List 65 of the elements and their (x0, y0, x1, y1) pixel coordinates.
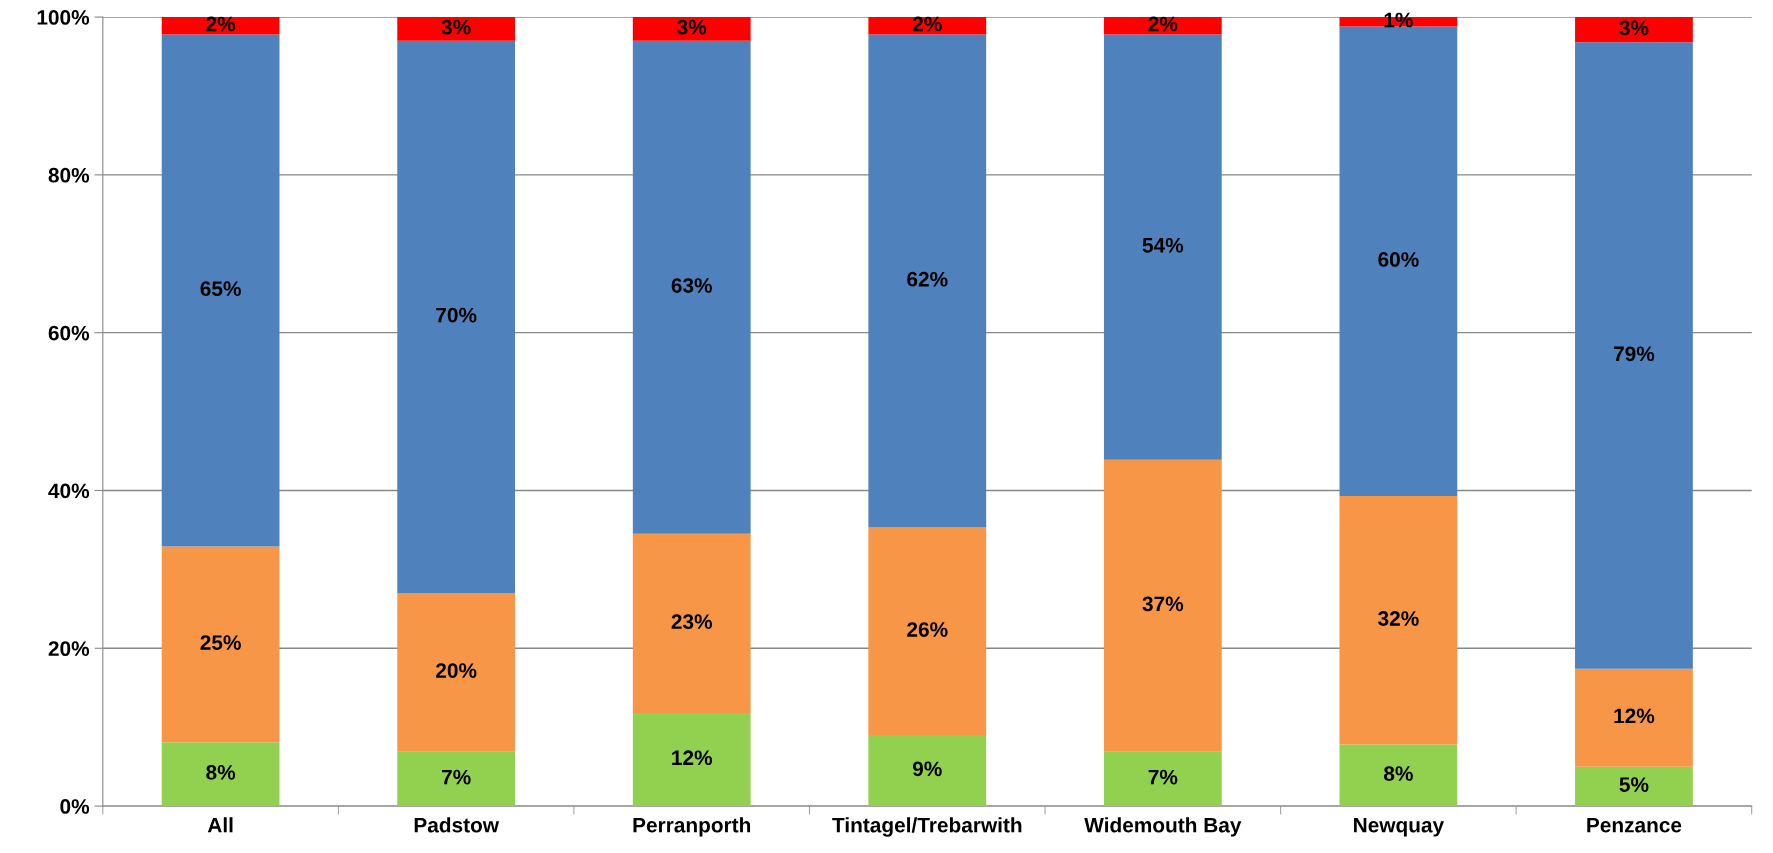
data-label: 3% (1619, 20, 1649, 36)
bar (632, 17, 751, 41)
y-tick-label: 0% (60, 799, 90, 814)
y-tick-label: 100% (37, 10, 90, 25)
data-label: 9% (912, 761, 942, 777)
data-label: 54% (1142, 237, 1184, 253)
data-label: 25% (200, 635, 241, 650)
data-label: 2% (912, 16, 942, 32)
bar (161, 742, 280, 807)
bar (1575, 42, 1693, 669)
x-tick-label: Tintagel/Trebarwith (832, 817, 1022, 837)
data-label: 12% (672, 750, 713, 766)
bar (397, 751, 516, 807)
data-label: 23% (671, 614, 713, 630)
bar (1103, 459, 1222, 752)
data-label: 7% (442, 769, 471, 785)
data-label: 60% (1378, 252, 1419, 267)
data-label: 65% (200, 281, 241, 297)
data-label: 3% (677, 19, 707, 35)
data-label: 3% (441, 19, 471, 35)
x-tick-label: Widemouth Bay (1084, 817, 1242, 837)
bar (1575, 668, 1693, 767)
bar (868, 735, 987, 807)
x-tick-label: All (207, 817, 233, 833)
bar (397, 593, 516, 752)
data-label: 79% (1613, 346, 1655, 362)
bar (1339, 744, 1458, 807)
bar (397, 17, 516, 41)
data-label: 70% (436, 307, 477, 323)
bar (1575, 17, 1693, 43)
data-label: 5% (1619, 777, 1649, 792)
x-tick-label: Penzance (1587, 817, 1682, 833)
x-tick-label: Padstow (414, 817, 500, 833)
data-label: 32% (1378, 611, 1419, 626)
data-label: 1% (1384, 12, 1413, 28)
bar (868, 527, 987, 736)
y-tick-label: 20% (48, 641, 90, 657)
bar (1339, 26, 1458, 496)
y-tick-label: 60% (48, 325, 90, 341)
bar (632, 533, 751, 713)
data-label: 2% (206, 16, 236, 32)
data-label: 8% (206, 764, 236, 780)
data-label: 37% (1142, 596, 1184, 612)
bar (161, 546, 280, 743)
data-label: 12% (1614, 708, 1655, 724)
x-tick-label: Newquay (1354, 817, 1445, 837)
bar (397, 40, 516, 594)
bar (161, 34, 280, 547)
bar (1103, 751, 1222, 807)
y-tick-label: 80% (48, 167, 90, 183)
bar (1103, 34, 1222, 460)
data-label: 8% (1384, 766, 1413, 781)
bar (868, 34, 987, 528)
data-label: 2% (1148, 16, 1178, 32)
bar (1575, 766, 1693, 807)
y-tick-label: 40% (48, 483, 90, 499)
bar (632, 712, 751, 807)
data-label: 62% (907, 271, 948, 287)
data-label: 20% (436, 663, 477, 678)
data-label: 26% (907, 622, 948, 637)
data-label: 63% (671, 278, 713, 293)
x-tick-label: Perranporth (633, 817, 751, 837)
bar (632, 40, 751, 534)
data-label: 7% (1148, 769, 1178, 785)
bar (1339, 496, 1458, 745)
